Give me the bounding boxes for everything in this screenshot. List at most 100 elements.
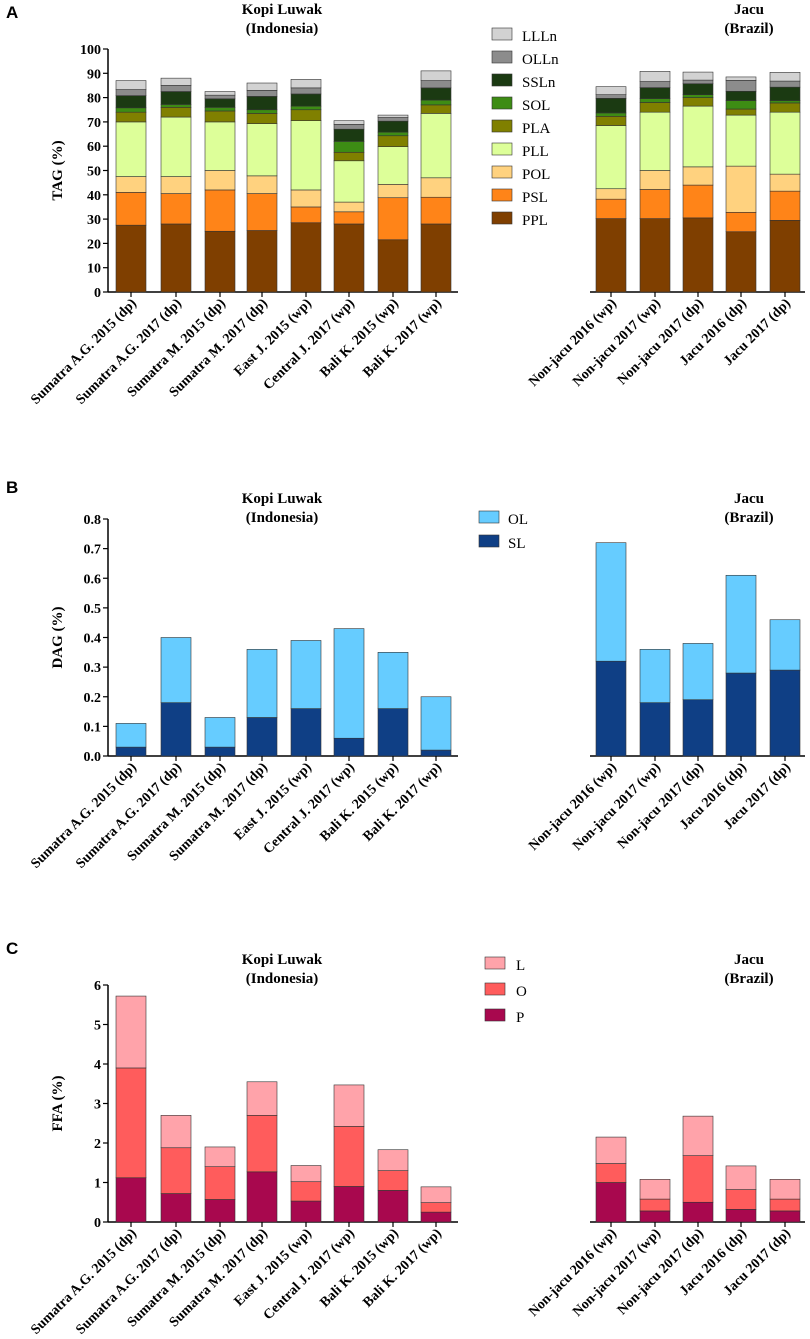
bar-segment-l — [639, 1179, 671, 1200]
bar-segment-ssln — [115, 95, 147, 109]
bar-segment-pol — [377, 184, 409, 199]
bar-segment-pol — [420, 177, 452, 198]
bar-segment-l — [725, 1165, 757, 1190]
group-title: Kopi Luwak — [242, 952, 323, 968]
legend-label: SL — [508, 536, 526, 552]
bar-segment-pla — [333, 151, 365, 162]
bar-segment-sol — [639, 98, 671, 103]
bar-segment-ppl — [204, 230, 236, 293]
bar-segment-llln — [290, 79, 322, 89]
bar-segment-psl — [333, 211, 365, 225]
bar-segment-ssln — [246, 96, 278, 111]
y-tick-label: 4 — [94, 1058, 101, 1073]
bar-segment-sol — [246, 109, 278, 114]
panels-layer: Kopi Luwak(Indonesia)Jacu(Brazil)0102030… — [28, 2, 805, 1338]
bar-segment-ssln — [420, 87, 452, 101]
bar-segment-psl — [377, 197, 409, 241]
y-tick-label: 0.0 — [84, 750, 102, 765]
bar-segment-olln — [377, 117, 409, 122]
legend-swatch — [491, 27, 513, 41]
bar-segment-p — [725, 1209, 757, 1223]
y-tick-label: 70 — [87, 116, 101, 131]
bar-segment-pol — [725, 165, 757, 213]
bar-segment-pll — [246, 123, 278, 177]
bar-segment-pla — [160, 107, 192, 118]
legend-swatch — [478, 510, 500, 524]
y-tick-label: 80 — [87, 92, 101, 107]
group-subtitle: (Indonesia) — [246, 510, 319, 526]
bar-segment-sl — [115, 746, 147, 757]
panel-A: Kopi Luwak (Indonesia) Jacu (Brazil) 0 10 20 30… — [28, 2, 805, 408]
group-title: Jacu — [734, 491, 764, 507]
legend-swatch — [491, 73, 513, 87]
legend-label: OLLn — [522, 52, 559, 68]
y-tick-label: 30 — [87, 213, 101, 228]
legend-label: SSLn — [522, 75, 556, 91]
bar-segment-llln — [595, 86, 627, 95]
bar-segment-o — [639, 1198, 671, 1212]
group-subtitle: (Brazil) — [724, 21, 773, 37]
legend-swatch — [491, 96, 513, 110]
bar-segment-o — [377, 1170, 409, 1191]
bar-segment-sl — [595, 660, 627, 757]
bar-segment-sol — [377, 131, 409, 137]
bar-segment-sl — [725, 672, 757, 757]
x-tick-label: Bali K. 2017 (wp) — [361, 296, 446, 381]
bar-segment-l — [420, 1186, 452, 1203]
bar-segment-psl — [420, 196, 452, 225]
y-tick-label: 0.6 — [84, 572, 102, 587]
bar-segment-ol — [160, 637, 192, 703]
bar-segment-pol — [115, 176, 147, 193]
bar-segment-ppl — [333, 223, 365, 293]
bar-segment-olln — [160, 85, 192, 92]
bar-segment-ol — [333, 628, 365, 739]
legend-label: OL — [508, 512, 528, 528]
bar-segment-llln — [377, 114, 409, 118]
bar-segment-llln — [725, 76, 757, 81]
bar-segment-sl — [377, 708, 409, 757]
bar-segment-p — [333, 1186, 365, 1223]
bar-segment-p — [377, 1190, 409, 1223]
y-tick-label: 0.4 — [84, 632, 102, 647]
bar-segment-olln — [420, 80, 452, 89]
bar-segment-ssln — [377, 120, 409, 133]
bar-segment-sl — [290, 708, 322, 757]
bar-segment-pll — [115, 121, 147, 177]
legend-label: LLLn — [522, 29, 557, 45]
bar-segment-llln — [246, 82, 278, 91]
bar-segment-o — [682, 1155, 714, 1203]
bar-segment-sol — [333, 141, 365, 153]
bar-segment-l — [377, 1149, 409, 1171]
y-tick-label: 0.3 — [84, 661, 102, 676]
bar-segment-p — [160, 1193, 192, 1223]
legend-label: P — [516, 1010, 524, 1026]
bar-segment-ssln — [725, 90, 757, 101]
x-tick-label: East J. 2015 (wp) — [232, 296, 315, 379]
bar-segment-psl — [204, 189, 236, 232]
bar-segment-ssln — [160, 91, 192, 105]
panel-letter: A — [6, 3, 18, 22]
legend-label: PPL — [522, 213, 548, 229]
legend-label: POL — [522, 167, 550, 183]
bar-segment-ssln — [333, 128, 365, 142]
bar-segment-ppl — [595, 218, 627, 293]
bar-segment-olln — [682, 79, 714, 85]
bar-segment-olln — [595, 94, 627, 99]
group-title: Jacu — [734, 952, 764, 968]
bar-segment-psl — [595, 198, 627, 219]
bar-segment-pll — [204, 121, 236, 171]
bar-segment-pla — [377, 135, 409, 147]
bar-segment-p — [115, 1177, 147, 1223]
bar-segment-sol — [725, 100, 757, 110]
group-subtitle: (Brazil) — [724, 971, 773, 987]
bar-segment-p — [769, 1210, 801, 1223]
group-title: Kopi Luwak — [242, 491, 323, 507]
bar-segment-llln — [769, 72, 801, 82]
bar-segment-olln — [769, 80, 801, 88]
bar-segment-psl — [160, 193, 192, 225]
bar-segment-psl — [725, 211, 757, 233]
bar-segment-pla — [204, 110, 236, 123]
bar-segment-olln — [290, 87, 322, 95]
bar-segment-pll — [682, 105, 714, 168]
